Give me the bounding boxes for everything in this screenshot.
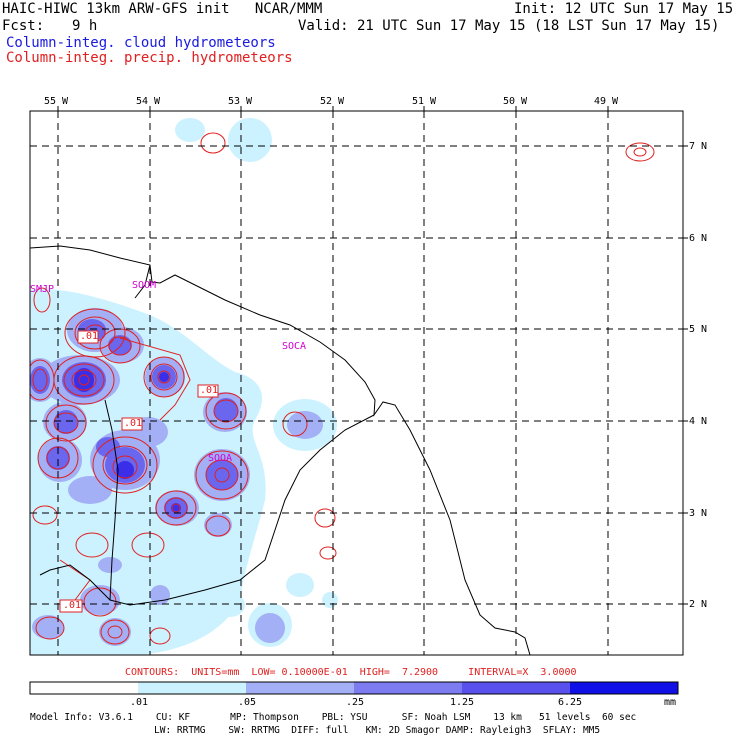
contour-label-box (59, 599, 83, 613)
colorbar-tick: .25 (346, 697, 365, 708)
lon-label: 49 W (594, 96, 619, 107)
lat-label: 2 N (689, 599, 708, 610)
lon-label: 51 W (412, 96, 437, 107)
lat-label: 7 N (689, 141, 708, 152)
coastline (30, 245, 531, 655)
colorbar (29, 681, 679, 695)
lat-label: 6 N (689, 233, 708, 244)
lon-label: 55 W (44, 96, 69, 107)
valid-time: Valid: 21 UTC Sun 17 May 15 (18 LST Sun … (298, 18, 720, 34)
lon-label: 52 W (320, 96, 345, 107)
colorbar-swatch (246, 682, 354, 694)
forecast-hour: 9 h (72, 18, 98, 34)
colorbar-swatch (138, 682, 246, 694)
forecast-label: Fcst: (2, 18, 45, 34)
lat-label: 4 N (689, 416, 708, 427)
lon-label: 53 W (228, 96, 253, 107)
colorbar-tick: 6.25 (558, 697, 583, 708)
colorbar-tick: .05 (238, 697, 257, 708)
contour-label: .01 (124, 418, 143, 429)
colorbar-swatch (354, 682, 462, 694)
plot-frame (29, 110, 684, 656)
contour-label-box (121, 417, 143, 431)
lat-label: 5 N (689, 324, 708, 335)
cloud-shading (30, 111, 683, 655)
colorbar-tick: .01 (130, 697, 149, 708)
lat-label: 3 N (689, 508, 708, 519)
contour-label-box (77, 330, 99, 344)
init-time: Init: 12 UTC Sun 17 May 15 (514, 1, 734, 17)
contour-label: .01 (200, 385, 219, 396)
field-label-cloud: Column-integ. cloud hydrometeors (6, 35, 276, 51)
colorbar-swatch (30, 682, 138, 694)
lon-label: 50 W (503, 96, 528, 107)
lat-lon-grid (30, 111, 683, 655)
field-label-precip: Column-integ. precip. hydrometeors (6, 50, 293, 66)
contour-info: CONTOURS: UNITS=mm LOW= 0.10000E-01 HIGH… (125, 667, 577, 678)
model-info-line2: LW: RRTMG SW: RRTMG DIFF: full KM: 2D Sm… (154, 725, 601, 736)
colorbar-tick: 1.25 (450, 697, 475, 708)
colorbar-unit: mm (664, 697, 677, 708)
colorbar-swatch (570, 682, 678, 694)
lon-label: 54 W (136, 96, 161, 107)
station-label-sooa: SOOA (208, 453, 233, 464)
station-label-soca: SOCA (282, 341, 307, 352)
colorbar-swatch (462, 682, 570, 694)
contour-label: .01 (63, 600, 82, 611)
plot-title: HAIC-HIWC 13km ARW-GFS init NCAR/MMM (2, 1, 323, 17)
model-info-line1: Model Info: V3.6.1 CU: KF MP: Thompson P… (30, 712, 637, 723)
station-label-smjp: SMJP (30, 284, 55, 295)
contour-label: .01 (80, 331, 99, 342)
station-label-soom: SOOM (132, 280, 157, 291)
contour-label-box (197, 384, 219, 398)
